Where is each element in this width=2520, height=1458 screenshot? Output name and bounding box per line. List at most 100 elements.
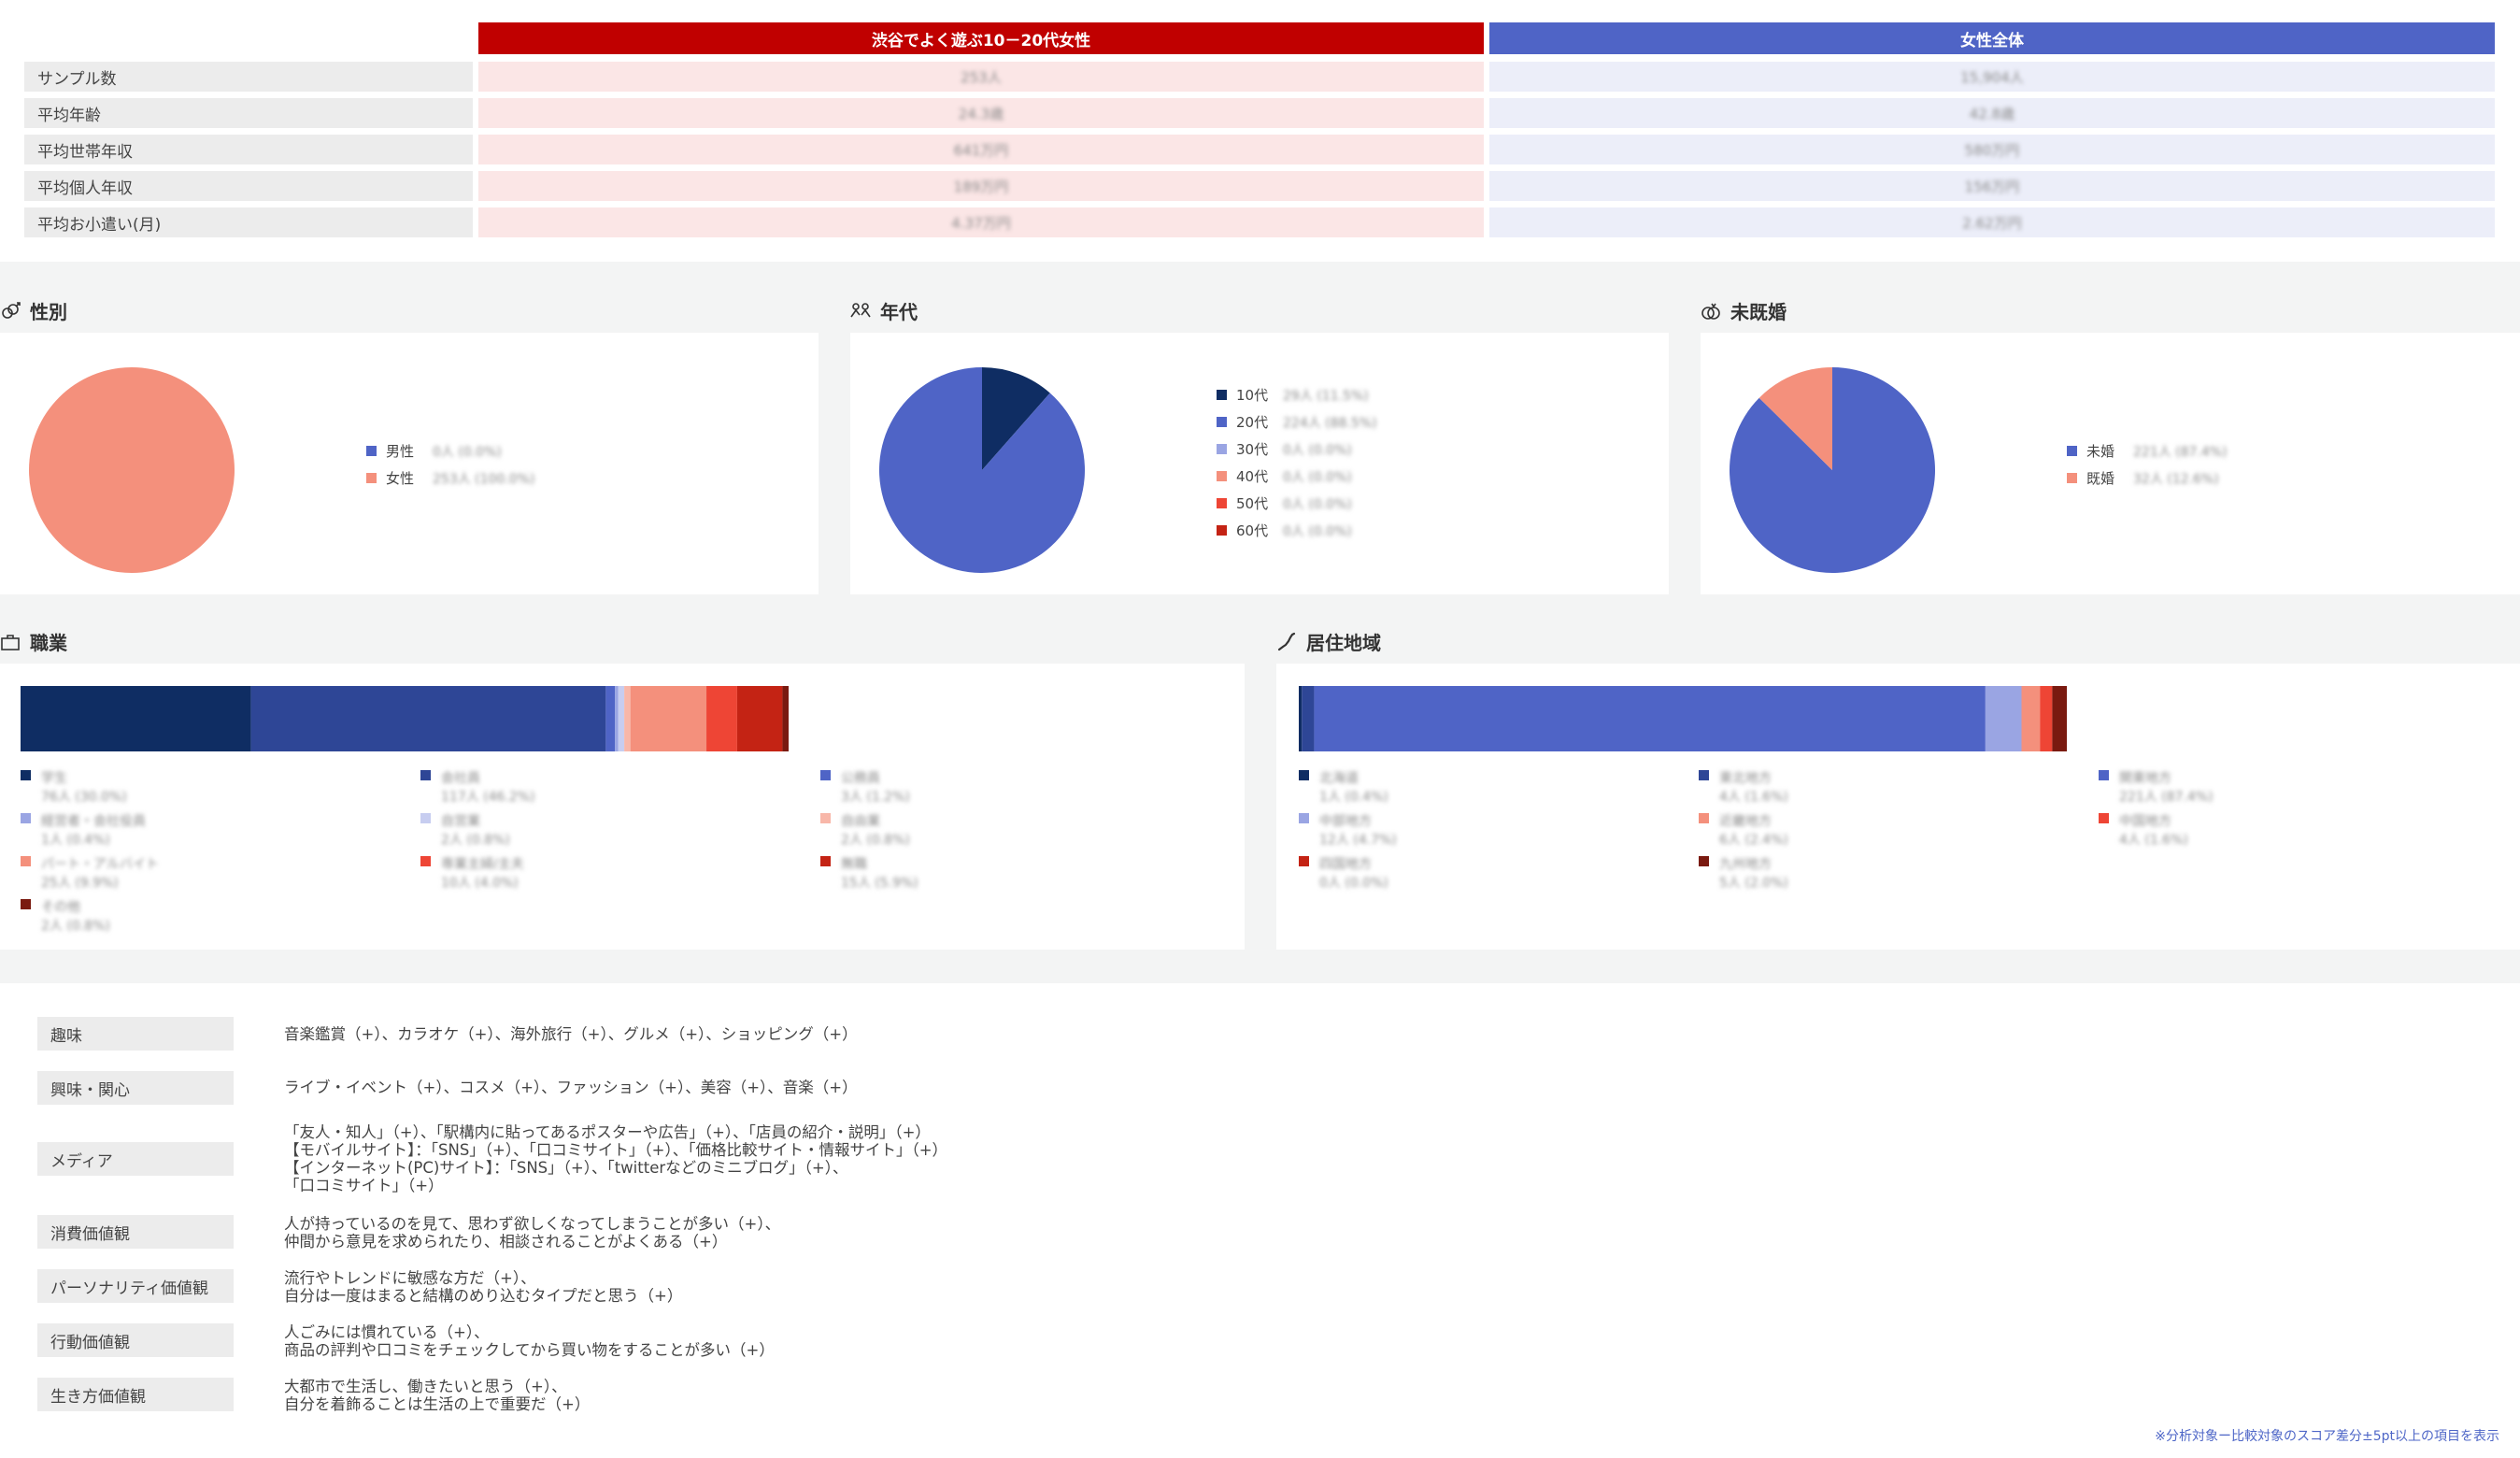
legend-value: 4人 (1.6%) <box>2119 833 2188 848</box>
panel-marital: 未婚 221人 (87.4%) 既婚 32人 (12.6%) <box>1701 333 2520 594</box>
bar-segment-region-5 <box>2040 686 2053 751</box>
legend-swatch <box>1699 813 1709 823</box>
panel-age: 10代 29人 (11.5%) 20代 224人 (88.5%) 30代 0人 (0.0%… <box>850 333 1669 594</box>
legend-label: 九州地方 <box>1719 857 1772 872</box>
legend-swatch <box>366 473 377 483</box>
legend-label: 女性 <box>386 470 415 487</box>
trait-label-consumption: 消費価値観 <box>37 1215 234 1249</box>
legend-swatch <box>1217 525 1227 536</box>
legend-swatch <box>2099 770 2109 780</box>
legend-swatch <box>2067 473 2077 483</box>
legend-swatch <box>420 770 431 780</box>
column-header-target: 渋谷でよく遊ぶ10－20代女性 <box>478 22 1484 54</box>
row-label-sample: サンプル数 <box>24 62 473 92</box>
trait-text-lifestyle: 大都市で生活し、働きたいと思う（+）、 自分を着飾ることは生活の上で重要だ（+） <box>284 1378 591 1413</box>
legend-label: 北海道 <box>1319 771 1359 786</box>
pie-chart-age <box>879 367 1085 573</box>
legend-gender: 男性 0人 (0.0%) 女性 253人 (100.0%) <box>366 437 534 492</box>
legend-label: 20代 <box>1236 414 1269 431</box>
trait-label-personality: パーソナリティ価値観 <box>37 1269 234 1303</box>
legend-label: 中国地方 <box>2119 814 2171 829</box>
legend-item: 20代 224人 (88.5%) <box>1217 408 1377 436</box>
legend-value: 76人 (30.0%) <box>41 790 127 805</box>
legend-value: 2人 (0.8%) <box>841 833 910 848</box>
bar-segment-occupation-6 <box>630 686 707 751</box>
cell-all-allowance: 2.62万円 <box>1489 207 2495 237</box>
legend-swatch <box>1299 770 1309 780</box>
legend-swatch <box>1217 471 1227 481</box>
legend-swatch <box>21 813 31 823</box>
legend-item: 30代 0人 (0.0%) <box>1217 436 1377 463</box>
summary-table: 渋谷でよく遊ぶ10－20代女性 女性全体 サンプル数 253人 15,904人 … <box>0 0 2520 262</box>
trait-text-interest: ライブ・イベント（+）、コスメ（+）、ファッション（+）、美容（+）、音楽（+） <box>284 1079 858 1096</box>
section-title-marital: 未既婚 <box>1701 297 1787 324</box>
panel-region: 北海道 1人 (0.4%) 東北地方 4人 (1.6%) 関東地方 221人 (87.4%… <box>1276 664 2520 950</box>
legend-label: 60代 <box>1236 522 1269 539</box>
legend-swatch <box>420 813 431 823</box>
bar-segment-occupation-1 <box>250 686 606 751</box>
legend-value: 10人 (4.0%) <box>441 876 519 891</box>
legend-value: 32人 (12.6%) <box>2133 471 2219 487</box>
legend-swatch <box>1699 856 1709 866</box>
legend-swatch <box>820 856 831 866</box>
legend-label: 公務員 <box>841 771 880 786</box>
legend-occupation: 学生 76人 (30.0%) 会社員 117人 (46.2%) 公務員 3人 (1.2%)… <box>21 768 1226 946</box>
legend-value: 224人 (88.5%) <box>1283 415 1377 431</box>
people-icon <box>850 302 871 317</box>
panel-occupation: 学生 76人 (30.0%) 会社員 117人 (46.2%) 公務員 3人 (1.2%)… <box>0 664 1245 950</box>
stacked-bar-occupation <box>21 686 789 751</box>
bar-segment-occupation-4 <box>618 686 625 751</box>
bar-segment-occupation-0 <box>21 686 251 751</box>
legend-value: 0人 (0.0%) <box>1283 469 1352 485</box>
legend-item: 既婚 32人 (12.6%) <box>2067 465 2228 492</box>
row-label-allowance: 平均お小遣い(月) <box>24 207 473 237</box>
legend-label: 50代 <box>1236 495 1269 512</box>
legend-label: 無職 <box>841 857 867 872</box>
legend-value: 2人 (0.8%) <box>41 919 110 934</box>
bar-segment-region-4 <box>2021 686 2041 751</box>
legend-item: 女性 253人 (100.0%) <box>366 465 534 492</box>
section-title-occupation: 職業 <box>0 628 67 655</box>
legend-label: 東北地方 <box>1719 771 1772 786</box>
trait-text-media: 「友人・知人」（+）、「駅構内に貼ってあるポスターや広告」（+）、「店員の紹介・… <box>284 1123 948 1194</box>
cell-all-sample: 15,904人 <box>1489 62 2495 92</box>
cell-all-personal-income: 156万円 <box>1489 171 2495 201</box>
legend-value: 6人 (2.4%) <box>1719 833 1788 848</box>
legend-swatch <box>820 770 831 780</box>
legend-value: 15人 (5.9%) <box>841 876 918 891</box>
legend-label: 近畿地方 <box>1719 814 1772 829</box>
legend-value: 117人 (46.2%) <box>441 790 535 805</box>
cell-all-household-income: 580万円 <box>1489 135 2495 164</box>
legend-value: 221人 (87.4%) <box>2133 444 2228 460</box>
bar-segment-occupation-5 <box>624 686 631 751</box>
legend-value: 0人 (0.0%) <box>1283 442 1352 458</box>
legend-value: 1人 (0.4%) <box>1319 790 1388 805</box>
legend-value: 0人 (0.0%) <box>433 444 502 460</box>
legend-item: 未婚 221人 (87.4%) <box>2067 437 2228 465</box>
row-label-age: 平均年齢 <box>24 98 473 128</box>
cell-target-age: 24.3歳 <box>478 98 1484 128</box>
legend-item: 60代 0人 (0.0%) <box>1217 517 1377 544</box>
legend-item: 男性 0人 (0.0%) <box>366 437 534 465</box>
legend-value: 2人 (0.8%) <box>441 833 510 848</box>
legend-swatch <box>820 813 831 823</box>
legend-label: 未婚 <box>2086 443 2115 460</box>
legend-region: 北海道 1人 (0.4%) 東北地方 4人 (1.6%) 関東地方 221人 (87.4%… <box>1299 768 2504 946</box>
trait-label-behavior: 行動価値観 <box>37 1323 234 1357</box>
trait-label-media: メディア <box>37 1142 234 1176</box>
legend-label: 10代 <box>1236 387 1269 404</box>
pie-slice-age-1 <box>879 367 1085 573</box>
legend-label: 経営者・会社役員 <box>41 814 146 829</box>
traits-section: 趣味 音楽鑑賞（+）、カラオケ（+）、海外旅行（+）、グルメ（+）、ショッピング… <box>0 983 2520 1458</box>
legend-swatch <box>1217 444 1227 454</box>
legend-swatch <box>1217 498 1227 508</box>
japan-map-icon <box>1277 632 1296 650</box>
legend-value: 0人 (0.0%) <box>1283 496 1352 512</box>
cell-target-allowance: 4.37万円 <box>478 207 1484 237</box>
pie-chart-marital <box>1730 367 1935 573</box>
rings-icon <box>1701 303 1720 320</box>
legend-value: 4人 (1.6%) <box>1719 790 1788 805</box>
legend-label: 関東地方 <box>2119 771 2171 786</box>
legend-value: 29人 (11.5%) <box>1283 388 1369 404</box>
legend-label: 30代 <box>1236 441 1269 458</box>
